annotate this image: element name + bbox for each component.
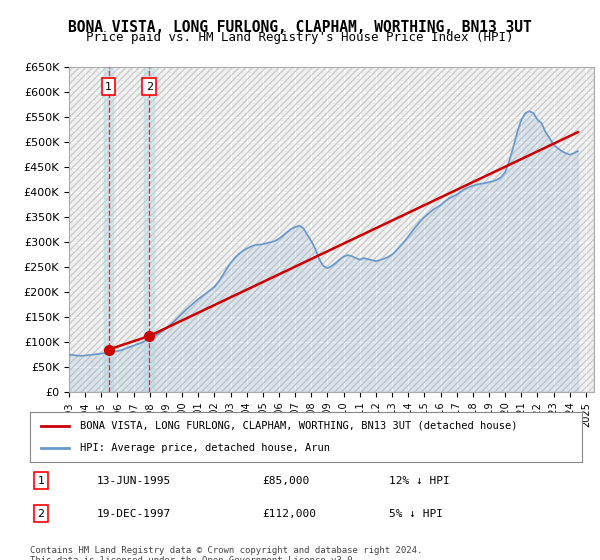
Text: 2: 2 <box>37 508 44 519</box>
Text: BONA VISTA, LONG FURLONG, CLAPHAM, WORTHING, BN13 3UT: BONA VISTA, LONG FURLONG, CLAPHAM, WORTH… <box>68 20 532 35</box>
Text: 12% ↓ HPI: 12% ↓ HPI <box>389 476 449 486</box>
Text: HPI: Average price, detached house, Arun: HPI: Average price, detached house, Arun <box>80 443 329 453</box>
Text: BONA VISTA, LONG FURLONG, CLAPHAM, WORTHING, BN13 3UT (detached house): BONA VISTA, LONG FURLONG, CLAPHAM, WORTH… <box>80 421 517 431</box>
Bar <box>104 67 113 392</box>
Text: Contains HM Land Registry data © Crown copyright and database right 2024.
This d: Contains HM Land Registry data © Crown c… <box>30 546 422 560</box>
Text: 2: 2 <box>146 82 153 92</box>
Text: £112,000: £112,000 <box>262 508 316 519</box>
Text: 1: 1 <box>38 476 44 486</box>
Text: Price paid vs. HM Land Registry's House Price Index (HPI): Price paid vs. HM Land Registry's House … <box>86 31 514 44</box>
Text: £85,000: £85,000 <box>262 476 309 486</box>
Text: 13-JUN-1995: 13-JUN-1995 <box>96 476 170 486</box>
Text: 1: 1 <box>105 82 112 92</box>
Bar <box>145 67 154 392</box>
Text: 19-DEC-1997: 19-DEC-1997 <box>96 508 170 519</box>
Text: 5% ↓ HPI: 5% ↓ HPI <box>389 508 443 519</box>
